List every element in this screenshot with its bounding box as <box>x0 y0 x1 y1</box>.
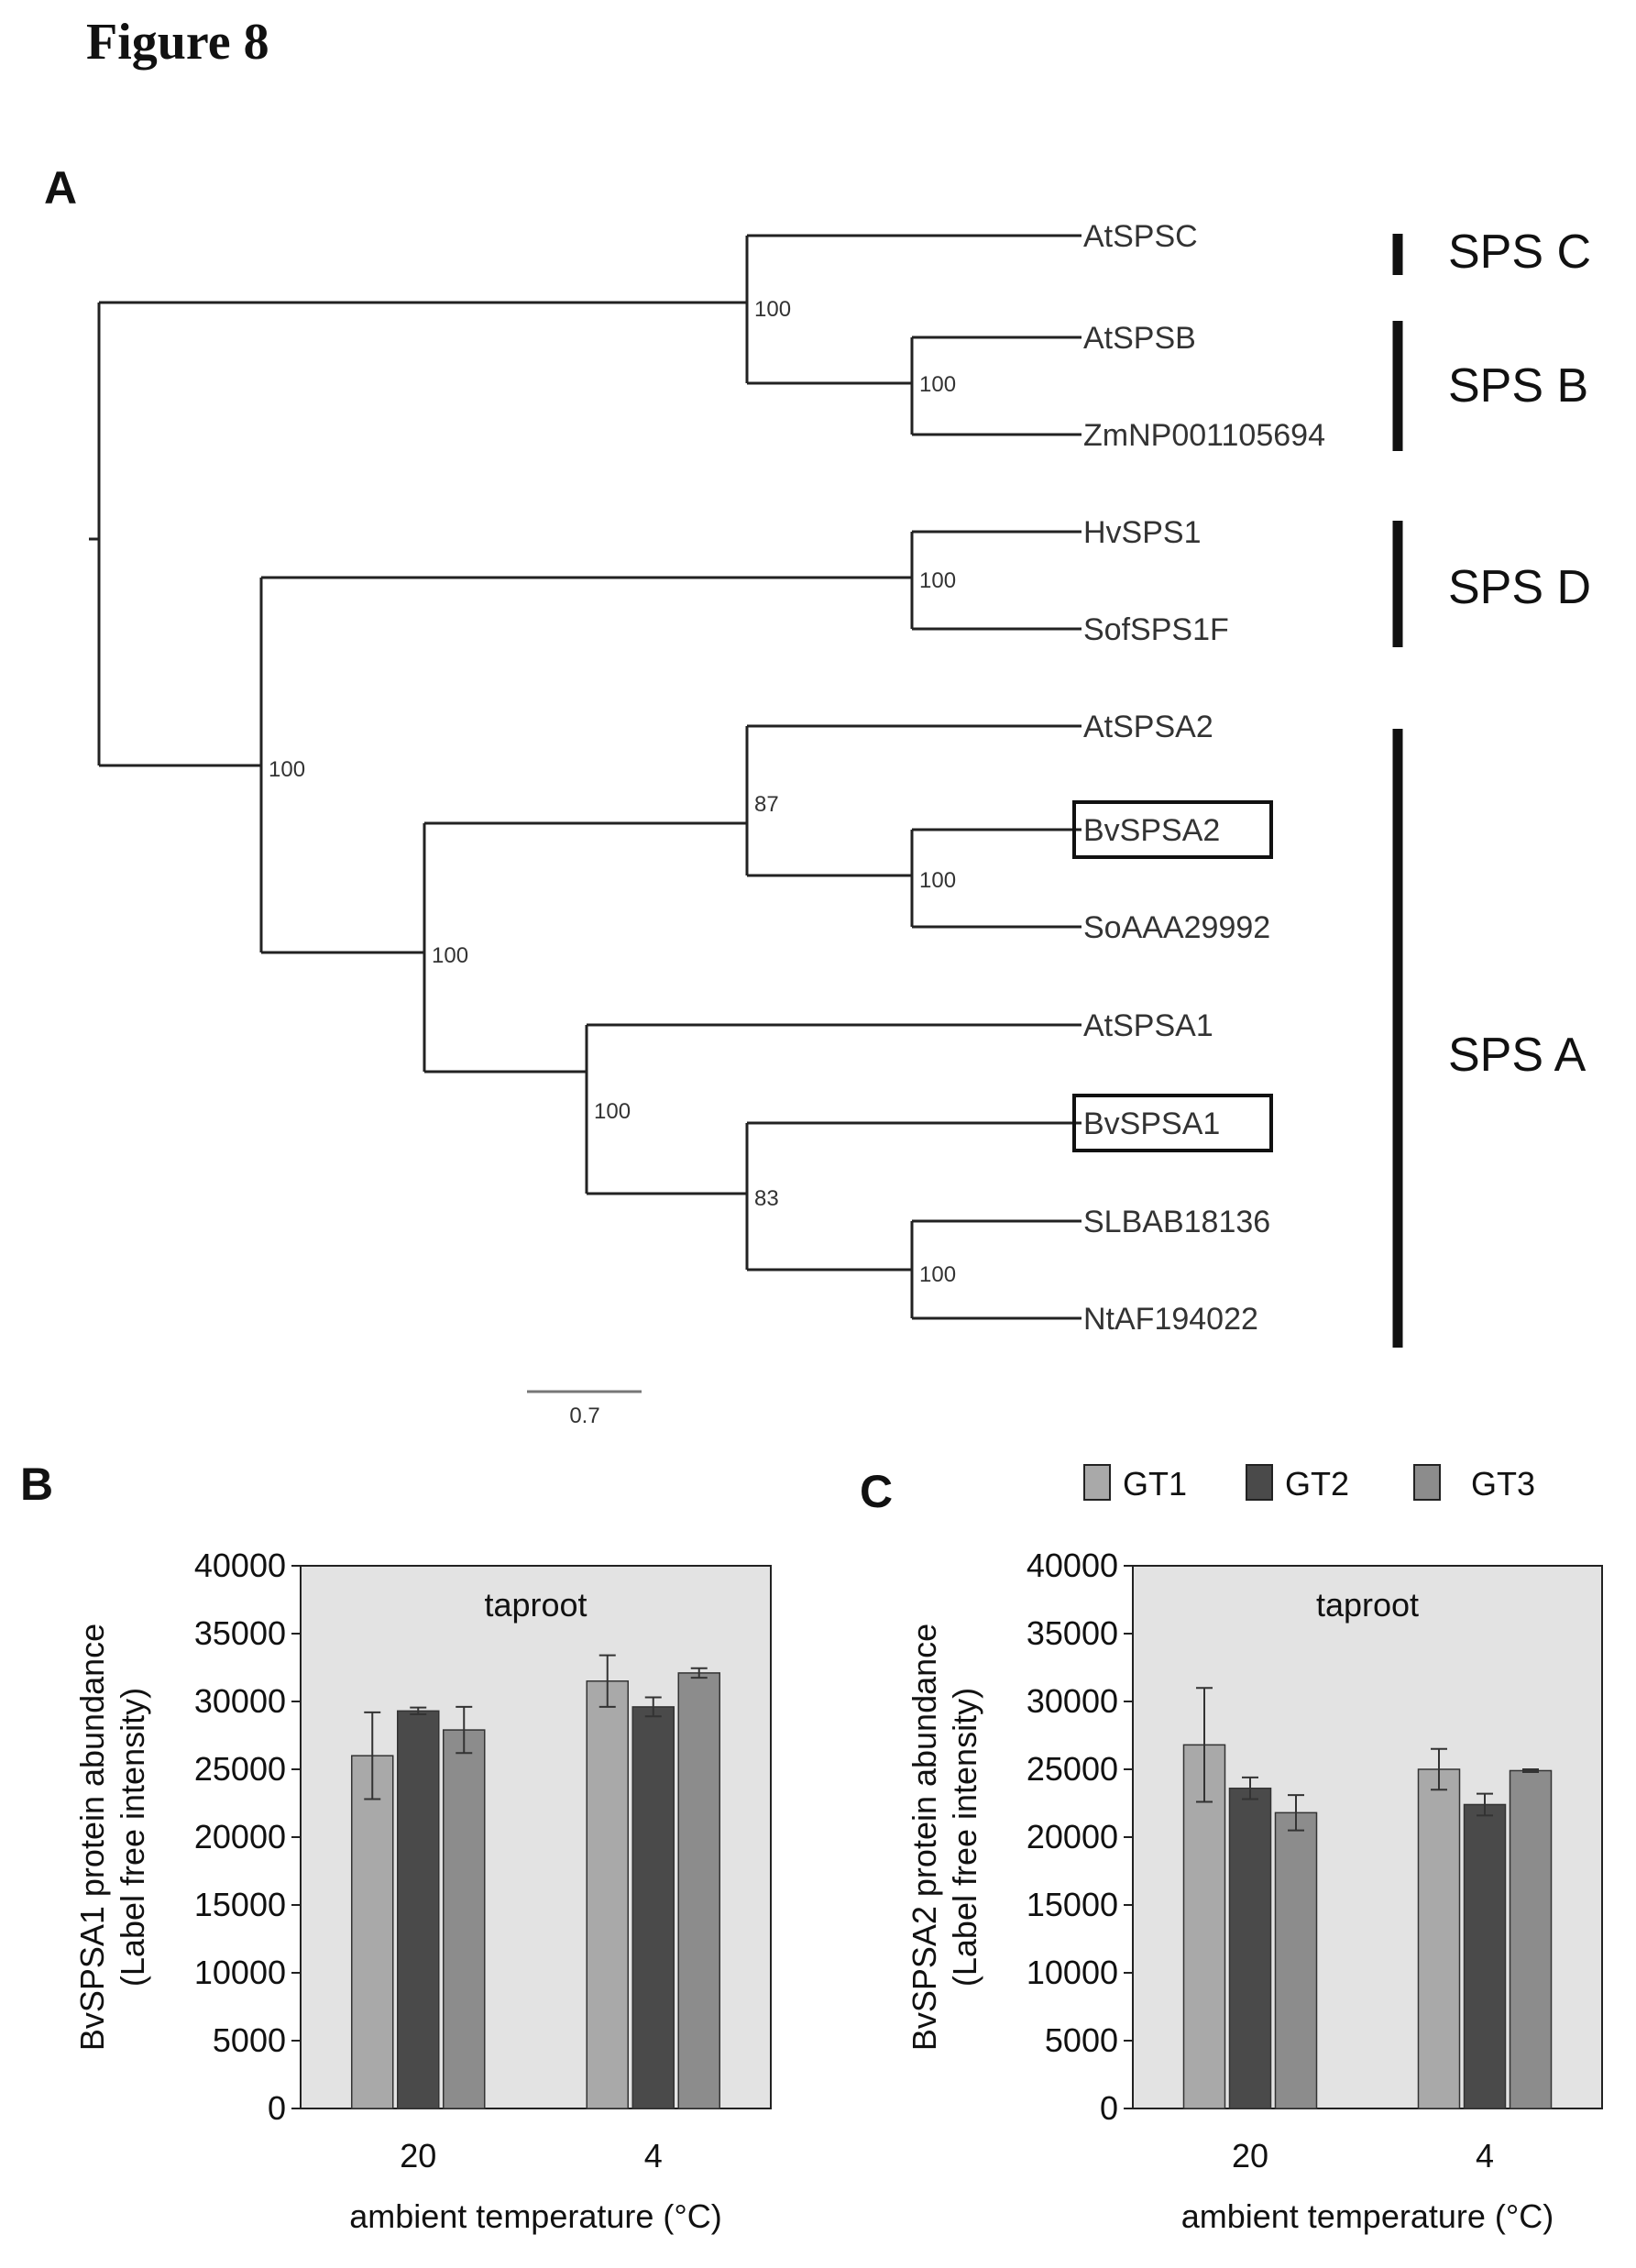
bar-gt3 <box>1274 1811 1318 2109</box>
legend-label: GT1 <box>1123 1465 1187 1503</box>
panel-label-b: B <box>20 1459 54 1510</box>
figure-title: Figure 8 <box>86 14 269 71</box>
y-tick-label: 30000 <box>194 1682 286 1720</box>
y-axis-title: BvSPSA1 protein abundance <box>73 1624 111 2051</box>
x-tick-label: 20 <box>1232 2137 1268 2174</box>
bar-gt3 <box>677 1672 720 2109</box>
bar-gt3 <box>1509 1769 1553 2109</box>
x-axis-title: ambient temperature (°C) <box>1181 2197 1554 2235</box>
clade-label: SPS C <box>1448 226 1591 279</box>
taxon-labels: AtSPSC AtSPSB ZmNP001105694 HvSPS1 SofSPS1F A… <box>1083 219 1325 1337</box>
bar-gt2 <box>631 1706 675 2109</box>
bootstrap-label: 100 <box>919 568 956 593</box>
taxon-label: SofSPS1F <box>1083 612 1229 647</box>
legend: GT1 GT2 GT3 <box>1083 1464 1535 1503</box>
bootstrap-label: 100 <box>919 868 956 893</box>
y-tick-label: 5000 <box>213 2021 286 2059</box>
panel-label-c: C <box>860 1466 894 1517</box>
x-axis-title: ambient temperature (°C) <box>349 2197 722 2235</box>
taxon-label: AtSPSB <box>1083 321 1196 356</box>
legend-label: GT3 <box>1471 1465 1535 1503</box>
y-tick-label: 10000 <box>194 1954 286 1991</box>
bar-gt1 <box>351 1755 394 2109</box>
taxon-highlight-box <box>1072 1094 1273 1152</box>
bootstrap-labels: 100 100 100 100 87 100 100 100 83 100 <box>269 297 956 1287</box>
clade-label: SPS A <box>1448 1029 1587 1082</box>
y-tick-label: 0 <box>1100 2089 1118 2127</box>
bootstrap-label: 100 <box>919 1262 956 1287</box>
bootstrap-label: 100 <box>754 297 791 322</box>
phylogenetic-tree: AtSPSC AtSPSB ZmNP001105694 HvSPS1 SofSPS1F A… <box>89 219 1591 1428</box>
bootstrap-label: 100 <box>432 943 468 968</box>
y-tick-label: 25000 <box>1027 1750 1118 1788</box>
taxon-highlight-box <box>1072 800 1273 859</box>
y-tick-label: 15000 <box>1027 1886 1118 1923</box>
taxon-label: AtSPSC <box>1083 219 1198 254</box>
bar-gt1 <box>586 1680 629 2109</box>
chart-title: taproot <box>484 1586 587 1624</box>
y-tick-label: 10000 <box>1027 1954 1118 1991</box>
x-tick-label: 4 <box>644 2137 663 2174</box>
taxon-label: NtAF194022 <box>1083 1302 1258 1337</box>
y-tick-label: 30000 <box>1027 1682 1118 1720</box>
bar-gt2 <box>1228 1787 1272 2109</box>
y-axis-title: BvSPSA2 protein abundance <box>906 1624 943 2051</box>
y-tick-label: 35000 <box>1027 1614 1118 1652</box>
y-tick-label: 5000 <box>1045 2021 1118 2059</box>
x-tick-label: 20 <box>400 2137 436 2174</box>
chart-bvspsa1: 0 5000 10000 15000 20000 25000 30000 35000 40000… <box>73 1547 772 2235</box>
clade-brackets: SPS C SPS B SPS D SPS A <box>1392 226 1591 1348</box>
clade-label: SPS D <box>1448 561 1591 614</box>
bootstrap-label: 83 <box>754 1186 779 1211</box>
legend-label: GT2 <box>1285 1465 1349 1503</box>
taxon-label: SoAAA29992 <box>1083 910 1270 945</box>
y-tick-label: 0 <box>268 2089 286 2127</box>
bootstrap-label: 100 <box>919 372 956 397</box>
clade-label: SPS B <box>1448 359 1588 413</box>
bootstrap-label: 87 <box>754 792 779 817</box>
legend-swatch <box>1083 1464 1111 1501</box>
y-axis-title: (Label free intensity) <box>114 1688 151 1987</box>
x-tick-label: 4 <box>1476 2137 1494 2174</box>
bootstrap-label: 100 <box>594 1099 631 1124</box>
scale-bar-label: 0.7 <box>569 1404 599 1428</box>
legend-swatch <box>1413 1464 1441 1501</box>
y-tick-label: 20000 <box>194 1818 286 1855</box>
bootstrap-label: 100 <box>269 757 305 782</box>
taxon-label: AtSPSA1 <box>1083 1008 1213 1043</box>
y-tick-label: 15000 <box>194 1886 286 1923</box>
taxon-label: BvSPSA2 <box>1083 813 1220 848</box>
bar-gt2 <box>1463 1803 1507 2109</box>
taxon-highlight-boxes <box>1072 800 1273 1152</box>
taxon-label: AtSPSA2 <box>1083 710 1213 744</box>
taxon-label: ZmNP001105694 <box>1083 418 1325 453</box>
taxon-label: HvSPS1 <box>1083 515 1202 550</box>
bar-gt2 <box>397 1710 440 2109</box>
taxon-label: SLBAB18136 <box>1083 1205 1270 1239</box>
bar-gt3 <box>443 1729 486 2109</box>
chart-title: taproot <box>1316 1586 1419 1624</box>
y-tick-label: 40000 <box>194 1547 286 1584</box>
taxon-label: BvSPSA1 <box>1083 1106 1220 1141</box>
chart-bvspsa2: 0 5000 10000 15000 20000 25000 30000 35000 40000… <box>906 1547 1603 2235</box>
y-axis-title: (Label free intensity) <box>946 1688 983 1987</box>
legend-swatch <box>1246 1464 1273 1501</box>
y-tick-label: 25000 <box>194 1750 286 1788</box>
y-tick-label: 35000 <box>194 1614 286 1652</box>
tree-branches <box>89 234 1082 1320</box>
y-tick-label: 40000 <box>1027 1547 1118 1584</box>
bar-gt1 <box>1417 1768 1461 2109</box>
panel-label-a: A <box>44 162 78 214</box>
y-tick-label: 20000 <box>1027 1818 1118 1855</box>
